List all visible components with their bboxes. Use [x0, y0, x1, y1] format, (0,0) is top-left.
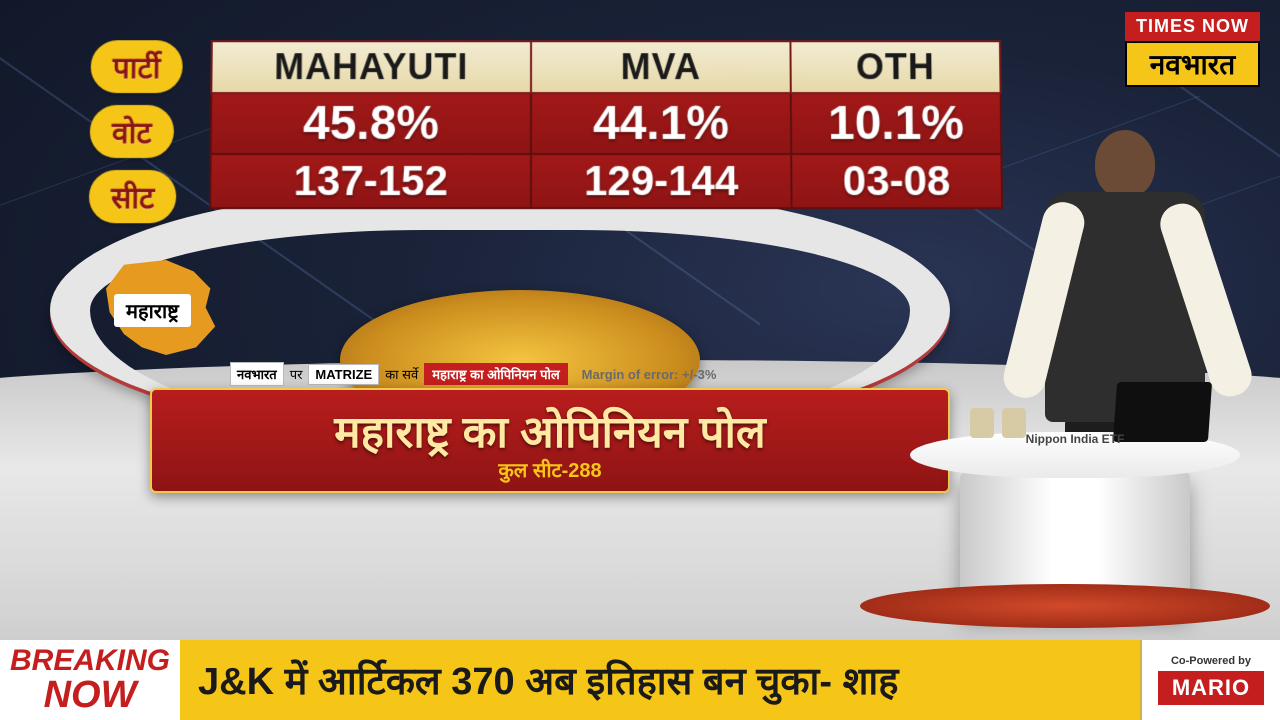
survey-src-chip: नवभारत — [230, 362, 284, 386]
survey-tag-chip: महाराष्ट्र का ओपिनियन पोल — [424, 363, 567, 385]
vote-cell: 45.8% — [211, 93, 531, 154]
channel-logo-line2: नवभारत — [1125, 41, 1260, 87]
headline-sub: कुल सीट-288 — [172, 456, 928, 483]
desk-top: Nippon India ETF — [910, 432, 1240, 478]
state-name: महाराष्ट्र — [114, 294, 191, 327]
seat-cell: 03-08 — [791, 154, 1002, 208]
headline-main: महाराष्ट्र का ओपिनियन पोल — [172, 400, 928, 460]
margin-of-error: Margin of error: +/-3% — [582, 367, 717, 382]
cup — [1002, 408, 1026, 438]
col-header: MAHAYUTI — [211, 41, 531, 93]
channel-logo: TIMES NOW नवभारत — [1125, 12, 1260, 87]
sponsor-box: Co-Powered by MARIO — [1140, 640, 1280, 720]
cup — [970, 408, 994, 438]
desk-sponsor: Nippon India ETF — [1026, 432, 1125, 446]
survey-source-strip: नवभारत पर MATRIZE का सर्वे महाराष्ट्र का… — [230, 362, 716, 386]
breaking-line2: NOW — [44, 676, 137, 714]
laptop — [1113, 382, 1212, 442]
state-badge: महाराष्ट्र — [100, 260, 220, 355]
col-header: MVA — [531, 41, 791, 93]
presenter-head — [1095, 130, 1155, 198]
row-labels: पार्टी वोट सीट — [89, 40, 196, 235]
seat-row: 137-152 129-144 03-08 — [210, 154, 1002, 208]
news-ticker: BREAKING NOW J&K में आर्टिकल 370 अब इतिह… — [0, 640, 1280, 720]
label-seat: सीट — [89, 170, 177, 223]
sponsor-label: Co-Powered by — [1171, 655, 1251, 667]
header-row: MAHAYUTI MVA OTH — [211, 41, 1000, 93]
survey-text: पर — [290, 365, 303, 383]
studio-desk: Nippon India ETF — [910, 432, 1240, 612]
vote-cell: 44.1% — [531, 93, 791, 154]
survey-matrize-chip: MATRIZE — [308, 364, 379, 385]
vote-cell: 10.1% — [791, 93, 1002, 154]
ticker-text: J&K में आर्टिकल 370 अब इतिहास बन चुका- श… — [180, 640, 1140, 720]
breaking-line1: BREAKING — [10, 646, 170, 676]
sponsor-brand: MARIO — [1158, 671, 1264, 705]
label-vote: वोट — [90, 105, 174, 158]
desk-base — [860, 584, 1270, 628]
col-header: OTH — [790, 41, 1000, 93]
survey-text: का सर्वे — [385, 365, 418, 383]
breaking-badge: BREAKING NOW — [0, 640, 180, 720]
poll-panel: पार्टी वोट सीट MAHAYUTI MVA OTH 45.8% 44… — [89, 40, 1021, 209]
seat-cell: 129-144 — [531, 154, 792, 208]
poll-table: MAHAYUTI MVA OTH 45.8% 44.1% 10.1% 137-1… — [209, 40, 1003, 209]
channel-logo-line1: TIMES NOW — [1125, 12, 1260, 41]
headline-band: महाराष्ट्र का ओपिनियन पोल कुल सीट-288 — [150, 388, 950, 493]
label-party: पार्टी — [90, 40, 182, 93]
vote-row: 45.8% 44.1% 10.1% — [211, 93, 1002, 154]
seat-cell: 137-152 — [210, 154, 531, 208]
